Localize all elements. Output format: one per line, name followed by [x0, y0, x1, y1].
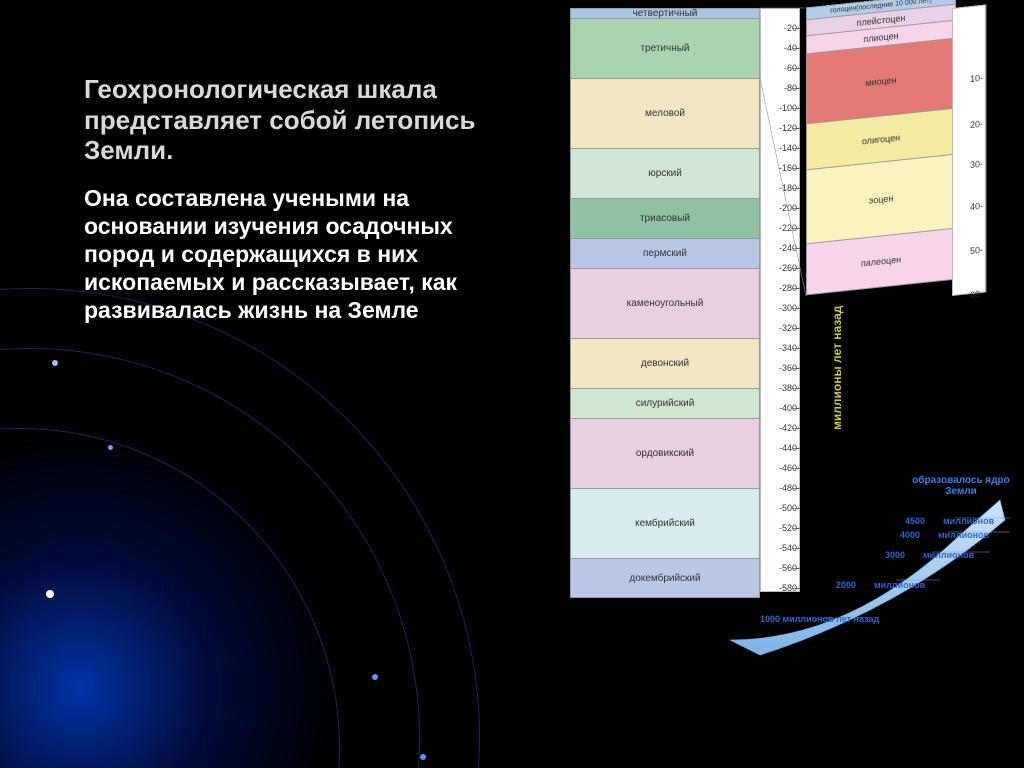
deeptime-word: миллионов — [938, 530, 989, 540]
deeptime-number: 3000 — [885, 550, 905, 560]
orbit-dot-5 — [420, 754, 426, 760]
period-row: девонский — [570, 338, 760, 388]
period-row: меловой — [570, 78, 760, 148]
period-label: кембрийский — [635, 518, 695, 529]
deeptime-number: 4000 — [900, 530, 920, 540]
epoch-tick: 30- — [970, 159, 983, 170]
period-label: триасовый — [640, 213, 690, 224]
slide-body: Она составлена учеными на основании изуч… — [84, 184, 484, 324]
period-tick: -140- — [762, 143, 800, 153]
period-label: пермский — [643, 248, 687, 259]
period-label: девонский — [641, 358, 689, 369]
period-row: докембрийский — [570, 558, 760, 598]
period-tick: -360- — [762, 363, 800, 373]
period-label: четвертичный — [633, 8, 698, 19]
period-row: кембрийский — [570, 488, 760, 558]
period-tick: -180- — [762, 183, 800, 193]
period-tick: -500- — [762, 503, 800, 513]
epochs-tick-strip: 10-20-30-40-50-60- — [952, 4, 986, 296]
epoch-tick: 10- — [970, 73, 983, 84]
epoch-label: олигоцен — [862, 132, 900, 146]
period-row: ордовикский — [570, 418, 760, 488]
deeptime-number: 1000 миллионов лет назад — [760, 614, 879, 624]
period-tick: -580- — [762, 583, 800, 593]
period-label: докембрийский — [629, 573, 700, 584]
period-tick: -320- — [762, 323, 800, 333]
period-label: силурийский — [636, 398, 695, 409]
period-tick: -460- — [762, 463, 800, 473]
deeptime-word: миллионов — [874, 580, 925, 590]
epoch-label: эоцен — [869, 193, 894, 206]
period-tick: -160- — [762, 163, 800, 173]
epoch-tick: 40- — [970, 201, 983, 212]
period-tick: -240- — [762, 243, 800, 253]
orbit-arc-2 — [0, 348, 420, 768]
period-label: юрский — [648, 168, 682, 179]
period-tick: -260- — [762, 263, 800, 273]
period-tick: -20- — [762, 23, 800, 33]
period-tick: -340- — [762, 343, 800, 353]
period-tick: -200- — [762, 203, 800, 213]
period-tick: -400- — [762, 403, 800, 413]
period-tick: -80- — [762, 83, 800, 93]
epoch-tick: 60- — [970, 289, 983, 300]
period-row: третичный — [570, 18, 760, 78]
period-tick: -380- — [762, 383, 800, 393]
period-tick: -120- — [762, 123, 800, 133]
epoch-label: миоцен — [865, 74, 896, 87]
period-row: силурийский — [570, 388, 760, 418]
period-label: каменоугольный — [627, 298, 704, 309]
period-tick: -480- — [762, 483, 800, 493]
period-row: четвертичный — [570, 8, 760, 18]
epoch-label: палеоцен — [861, 254, 901, 268]
period-tick: -40- — [762, 43, 800, 53]
period-row: пермский — [570, 238, 760, 268]
periods-column: четвертичный третичный меловой юрский триасо… — [570, 8, 760, 598]
slide-title: Геохронологическая шкала представляет со… — [84, 74, 484, 166]
period-tick: -100- — [762, 103, 800, 113]
orbit-dot-4 — [372, 674, 378, 680]
deeptime-word: миллионов — [943, 516, 994, 526]
deeptime-number: 2000 — [836, 580, 856, 590]
period-tick: -560- — [762, 563, 800, 573]
orbit-dot-2 — [108, 445, 113, 450]
orbit-arc-3 — [0, 428, 340, 768]
epoch-label: плиоцен — [863, 30, 898, 44]
epoch-tick: 50- — [970, 245, 983, 256]
period-label: третичный — [640, 43, 689, 54]
period-tick: -220- — [762, 223, 800, 233]
deeptime-number: 4500 — [905, 516, 925, 526]
period-tick: -520- — [762, 523, 800, 533]
vertical-axis-label: миллионы лет назад — [830, 306, 844, 430]
slide-text: Геохронологическая шкала представляет со… — [84, 74, 484, 324]
epoch-tick: 20- — [970, 119, 983, 130]
period-tick: -280- — [762, 283, 800, 293]
core-caption: образовалось ядро Земли — [906, 475, 1016, 497]
period-tick: -420- — [762, 423, 800, 433]
period-tick: -300- — [762, 303, 800, 313]
bg-glow — [0, 428, 340, 768]
period-row: юрский — [570, 148, 760, 198]
deeptime-word: миллионов — [923, 550, 974, 560]
period-row: каменоугольный — [570, 268, 760, 338]
period-tick: -440- — [762, 443, 800, 453]
period-row: триасовый — [570, 198, 760, 238]
period-label: меловой — [645, 108, 685, 119]
orbit-dot-1 — [52, 360, 58, 366]
period-tick: -540- — [762, 543, 800, 553]
epochs-column: голоцен(последние 10 000 лет)плейстоценп… — [806, 0, 956, 295]
orbit-arc-1 — [0, 288, 480, 768]
orbit-dot-3 — [46, 590, 54, 598]
period-tick: -60- — [762, 63, 800, 73]
period-label: ордовикский — [636, 448, 694, 459]
